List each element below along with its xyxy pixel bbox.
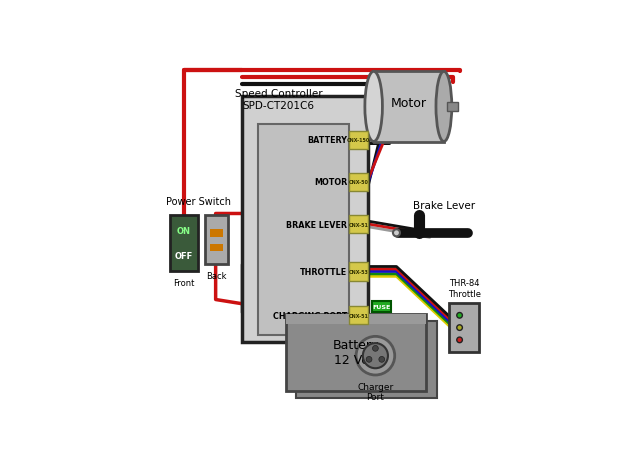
Bar	[242, 96, 369, 342]
Text: BRAKE LEVER: BRAKE LEVER	[286, 220, 348, 229]
Bar	[349, 263, 369, 281]
Text: OFF: OFF	[175, 252, 193, 261]
Ellipse shape	[436, 72, 452, 142]
Text: Back: Back	[206, 272, 227, 281]
Text: CNX-150: CNX-150	[347, 138, 371, 143]
Text: BATTERY: BATTERY	[307, 136, 348, 145]
Circle shape	[363, 344, 388, 369]
Bar	[296, 321, 437, 398]
Text: THROTTLE: THROTTLE	[300, 268, 348, 276]
Text: Speed Controller
SPD-CT201C6: Speed Controller SPD-CT201C6	[235, 89, 323, 111]
Circle shape	[457, 313, 462, 318]
Circle shape	[372, 346, 378, 351]
Circle shape	[393, 230, 400, 237]
Text: CNX-51: CNX-51	[349, 313, 369, 318]
Text: CNX-53: CNX-53	[349, 269, 369, 274]
Text: Front: Front	[173, 279, 195, 288]
Bar	[349, 173, 369, 192]
Bar	[447, 103, 458, 111]
Bar	[210, 244, 223, 252]
Bar	[258, 125, 349, 335]
Circle shape	[457, 325, 462, 331]
Bar	[286, 314, 426, 391]
Text: CNX-51: CNX-51	[349, 222, 369, 227]
Text: Motor: Motor	[391, 97, 427, 110]
Bar	[374, 72, 444, 142]
Circle shape	[457, 337, 462, 343]
Circle shape	[356, 337, 395, 375]
Bar	[286, 314, 426, 324]
Bar	[349, 307, 369, 325]
Text: Battery
12 Volt: Battery 12 Volt	[333, 339, 380, 366]
Text: Brake Lever: Brake Lever	[413, 201, 475, 211]
Bar	[170, 216, 198, 272]
Text: Charger
Port: Charger Port	[357, 382, 394, 401]
Text: ON: ON	[177, 227, 191, 236]
Bar	[205, 216, 228, 265]
Circle shape	[366, 357, 372, 363]
Bar	[210, 229, 223, 237]
Circle shape	[379, 357, 385, 363]
Text: CHARGING PORT: CHARGING PORT	[273, 311, 348, 320]
Bar	[349, 215, 369, 233]
Text: THR-84
Throttle: THR-84 Throttle	[447, 279, 481, 298]
Bar	[349, 131, 369, 150]
Ellipse shape	[365, 72, 383, 142]
Text: CNX-50: CNX-50	[349, 180, 369, 185]
Text: FUSE: FUSE	[372, 304, 390, 309]
Bar	[449, 303, 479, 352]
Text: MOTOR: MOTOR	[314, 178, 348, 187]
Text: Power Switch: Power Switch	[166, 197, 230, 207]
Bar	[372, 302, 391, 312]
